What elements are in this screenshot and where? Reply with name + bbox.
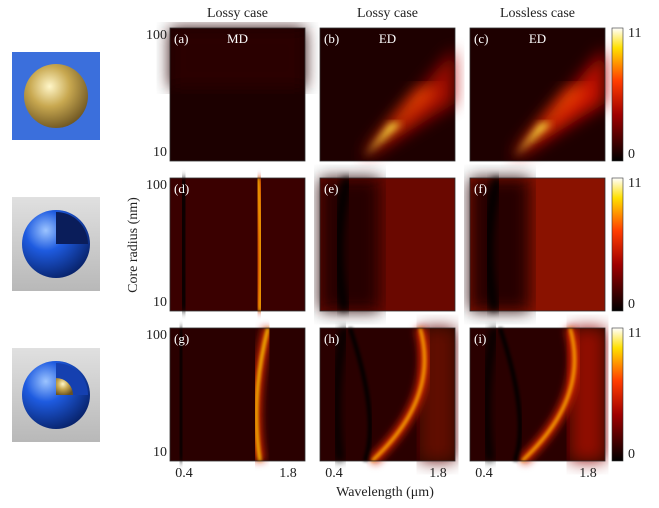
y-tick-label: 10 [153, 145, 167, 160]
sphere-shell [12, 197, 100, 291]
x-tick-label: 1.8 [279, 466, 297, 481]
colorbar-tick-label: 0 [628, 147, 635, 162]
panel-label: (c) [474, 31, 488, 46]
heatmap-panel: (g) [170, 328, 305, 461]
sphere-gold [12, 52, 100, 140]
panel-label: (g) [174, 331, 189, 346]
colorbar-tick-label: 0 [628, 447, 635, 462]
x-tick-label: 0.4 [175, 466, 193, 481]
panel-label: (e) [324, 181, 338, 196]
panel-mode: ED [379, 31, 396, 46]
y-axis-label: Core radius (nm) [126, 197, 141, 293]
colorbar [612, 178, 623, 311]
x-tick-label: 0.4 [325, 466, 343, 481]
y-tick-label: 100 [146, 28, 167, 43]
y-tick-label: 100 [146, 178, 167, 193]
column-title: Lossless case [500, 6, 575, 21]
figure: Core radius (nm) Wavelength (μm) Lossy c… [0, 0, 659, 508]
panel-label: (f) [474, 181, 487, 196]
x-tick-label: 1.8 [429, 466, 447, 481]
panel-label: (h) [324, 331, 339, 346]
colorbar-tick-label: 11 [628, 26, 641, 41]
heat [170, 328, 305, 461]
colorbar [612, 328, 623, 461]
panel-label: (i) [474, 331, 486, 346]
panel-label: (b) [324, 31, 339, 46]
heat [170, 178, 305, 311]
heatmap-panel: (c) ED [470, 28, 605, 161]
sphere-core-shell [12, 348, 100, 442]
panel-mode: MD [227, 31, 248, 46]
y-tick-label: 10 [153, 295, 167, 310]
heatmap-panel: (a) MD [170, 28, 305, 161]
x-tick-label: 1.8 [579, 466, 597, 481]
panel-label: (d) [174, 181, 189, 196]
x-tick-label: 0.4 [475, 466, 493, 481]
heat [470, 178, 530, 311]
heatmap-panel: (e) [320, 178, 455, 311]
heat [183, 178, 186, 311]
heatmap-panel: (d) [170, 178, 305, 311]
heatmap-panel: (b) ED [320, 28, 455, 161]
column-title: Lossy case [207, 6, 268, 21]
panel-mode: ED [529, 31, 546, 46]
column-title: Lossy case [357, 6, 418, 21]
heatmap-panel: (i) [470, 328, 605, 461]
heatmap-panel: (f) [470, 178, 605, 311]
y-tick-label: 10 [153, 445, 167, 460]
colorbar-tick-label: 0 [628, 297, 635, 312]
heat [320, 178, 380, 311]
panel-label: (a) [174, 31, 188, 46]
heatmap-panel: (h) [320, 328, 455, 461]
y-tick-label: 100 [146, 328, 167, 343]
heat [180, 328, 182, 461]
colorbar [612, 28, 623, 161]
colorbar-tick-label: 11 [628, 176, 641, 191]
colorbar-tick-label: 11 [628, 326, 641, 341]
x-axis-label: Wavelength (μm) [336, 485, 434, 500]
